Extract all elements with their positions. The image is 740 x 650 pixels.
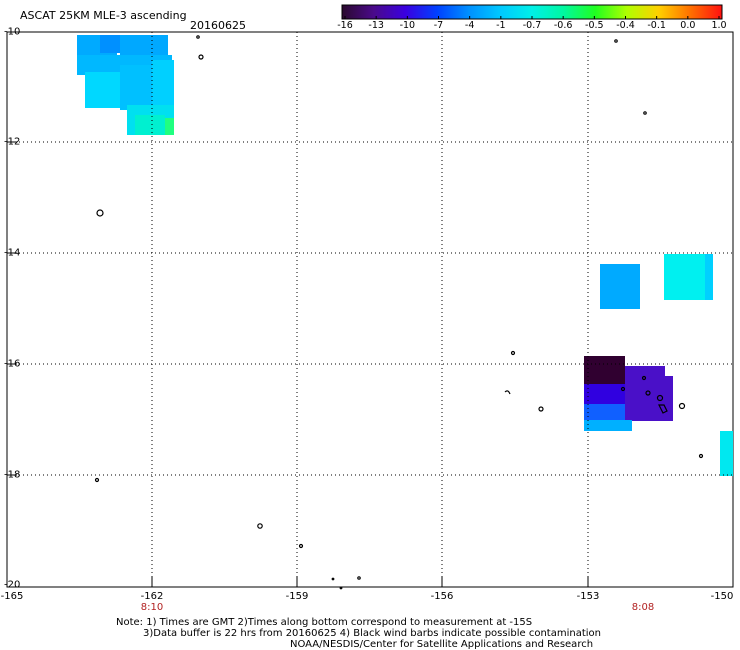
colorbar-label: 1.0 xyxy=(711,20,727,31)
lat-label: -10 xyxy=(4,26,21,38)
axis-ticks xyxy=(7,31,589,588)
lon-label: -162 xyxy=(140,591,164,602)
colorbar-label: -0.1 xyxy=(647,20,666,31)
island-outlines xyxy=(94,35,704,590)
product-title: ASCAT 25KM MLE-3 ascending xyxy=(20,9,187,22)
colorbar-label: -0.7 xyxy=(522,20,542,31)
colorbar-label: 0.0 xyxy=(680,20,696,31)
colorbar xyxy=(341,4,723,20)
product-date: 20160625 xyxy=(190,19,246,32)
colorbar-label: -4 xyxy=(464,20,475,31)
wind-swath-northwest xyxy=(77,35,174,135)
lat-lon-grid xyxy=(7,32,733,587)
colorbar-label: -16 xyxy=(337,20,353,31)
wind-swath-east xyxy=(584,254,733,476)
colorbar-label: -13 xyxy=(368,20,384,31)
pass-time-label: 8:10 xyxy=(140,602,164,613)
note-line-3: NOAA/NESDIS/Center for Satellite Applica… xyxy=(290,639,594,650)
lat-label: -20 xyxy=(4,579,21,591)
lat-label: -18 xyxy=(4,469,21,481)
lat-label: -16 xyxy=(4,358,21,370)
colorbar-label: -10 xyxy=(399,20,416,31)
colorbar-label: -0.4 xyxy=(616,20,635,31)
colorbar-label: -7 xyxy=(433,20,444,31)
colorbar-label: -1 xyxy=(496,20,506,31)
lon-label: -153 xyxy=(576,591,600,602)
lon-label: -159 xyxy=(285,591,309,602)
lon-label: -150 xyxy=(710,591,734,602)
note-line-2: 3)Data buffer is 22 hrs from 20160625 4)… xyxy=(143,628,601,639)
colorbar-label: -0.6 xyxy=(553,20,573,31)
lat-label: -14 xyxy=(4,247,21,259)
lat-label: -12 xyxy=(4,136,21,148)
lon-label: -156 xyxy=(430,591,454,602)
pass-time-label: 8:08 xyxy=(631,602,655,613)
note-line-1: Note: 1) Times are GMT 2)Times along bot… xyxy=(116,617,533,628)
colorbar-label: -0.5 xyxy=(585,20,604,31)
map-frame xyxy=(6,31,734,588)
lon-label: -165 xyxy=(0,591,24,602)
